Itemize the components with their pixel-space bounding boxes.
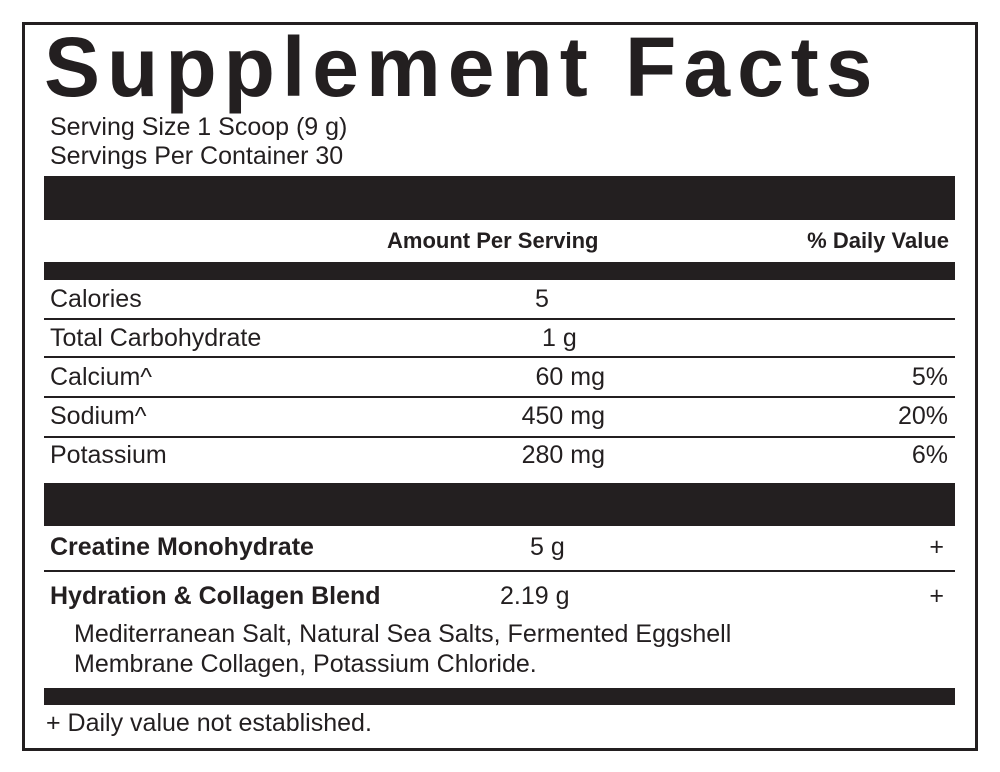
ingredient-amount: 2.19 g — [500, 582, 570, 610]
nutrient-amount: 280 mg — [521, 441, 605, 469]
row-divider — [44, 396, 955, 398]
nutrient-amount: 5 — [535, 285, 549, 313]
nutrient-name: Potassium — [50, 441, 167, 469]
nutrient-name: Calories — [50, 285, 142, 313]
row-divider — [44, 436, 955, 438]
daily-value-header: % Daily Value — [807, 228, 949, 253]
nutrient-name: Sodium^ — [50, 402, 147, 430]
nutrient-dv: 20% — [897, 402, 948, 430]
row-divider — [44, 356, 955, 358]
nutrient-dv: 6% — [911, 441, 948, 469]
ingredient-dv: + — [929, 582, 944, 610]
nutrient-dv: 5% — [911, 363, 948, 391]
ingredient-name: Hydration & Collagen Blend — [50, 582, 381, 610]
ingredient-dv: + — [929, 533, 944, 561]
nutrient-name: Calcium^ — [50, 363, 153, 391]
divider-bar — [44, 262, 955, 280]
divider-bar — [44, 688, 955, 705]
ingredient-amount: 5 g — [530, 533, 565, 561]
label-title: Supplement Facts — [44, 20, 880, 114]
serving-size: Serving Size 1 Scoop (9 g) — [50, 113, 348, 141]
nutrient-amount: 450 mg — [521, 402, 605, 430]
footnote: + Daily value not established. — [46, 709, 372, 737]
label-border — [22, 22, 978, 751]
blend-ingredients: Mediterranean Salt, Natural Sea Salts, F… — [74, 620, 732, 648]
nutrient-amount: 1 g — [542, 324, 577, 352]
divider-bar — [44, 176, 955, 220]
nutrient-name: Total Carbohydrate — [50, 324, 262, 352]
ingredient-name: Creatine Monohydrate — [50, 533, 314, 561]
servings-per-container: Servings Per Container 30 — [50, 142, 344, 170]
blend-ingredients: Membrane Collagen, Potassium Chloride. — [74, 650, 537, 678]
row-divider — [44, 318, 955, 320]
amount-header: Amount Per Serving — [387, 228, 599, 253]
row-divider — [44, 570, 955, 572]
divider-bar — [44, 483, 955, 526]
nutrient-amount: 60 mg — [535, 363, 605, 391]
